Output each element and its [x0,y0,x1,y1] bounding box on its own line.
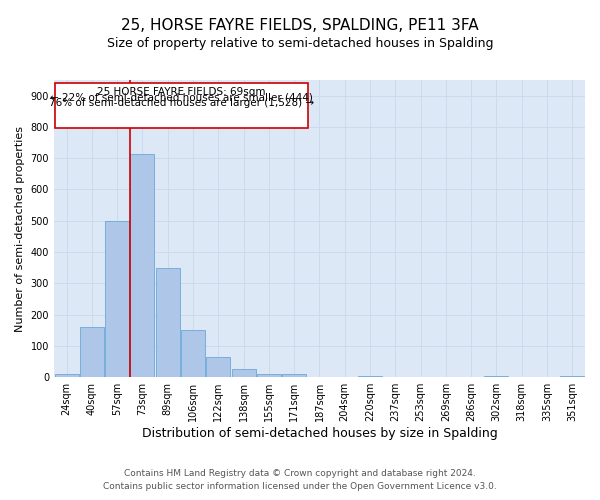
Text: Contains HM Land Registry data © Crown copyright and database right 2024.: Contains HM Land Registry data © Crown c… [124,468,476,477]
X-axis label: Distribution of semi-detached houses by size in Spalding: Distribution of semi-detached houses by … [142,427,497,440]
Text: ← 22% of semi-detached houses are smaller (444): ← 22% of semi-detached houses are smalle… [50,92,313,102]
Bar [130,154,154,377]
Bar [181,330,205,377]
Bar [105,221,129,377]
Bar [156,268,180,377]
Bar [206,357,230,377]
Bar [80,327,104,377]
Y-axis label: Number of semi-detached properties: Number of semi-detached properties [15,126,25,332]
Text: 25 HORSE FAYRE FIELDS: 69sqm: 25 HORSE FAYRE FIELDS: 69sqm [97,87,266,97]
Text: Contains public sector information licensed under the Open Government Licence v3: Contains public sector information licen… [103,482,497,491]
Text: 76% of semi-detached houses are larger (1,528) →: 76% of semi-detached houses are larger (… [49,98,314,108]
Bar [358,376,382,377]
Bar [282,374,306,377]
Text: Size of property relative to semi-detached houses in Spalding: Size of property relative to semi-detach… [107,38,493,51]
Bar [257,374,281,377]
Bar [232,370,256,377]
Text: 25, HORSE FAYRE FIELDS, SPALDING, PE11 3FA: 25, HORSE FAYRE FIELDS, SPALDING, PE11 3… [121,18,479,32]
FancyBboxPatch shape [55,83,308,128]
Bar [484,376,508,377]
Bar [55,374,79,377]
Bar [560,376,584,377]
